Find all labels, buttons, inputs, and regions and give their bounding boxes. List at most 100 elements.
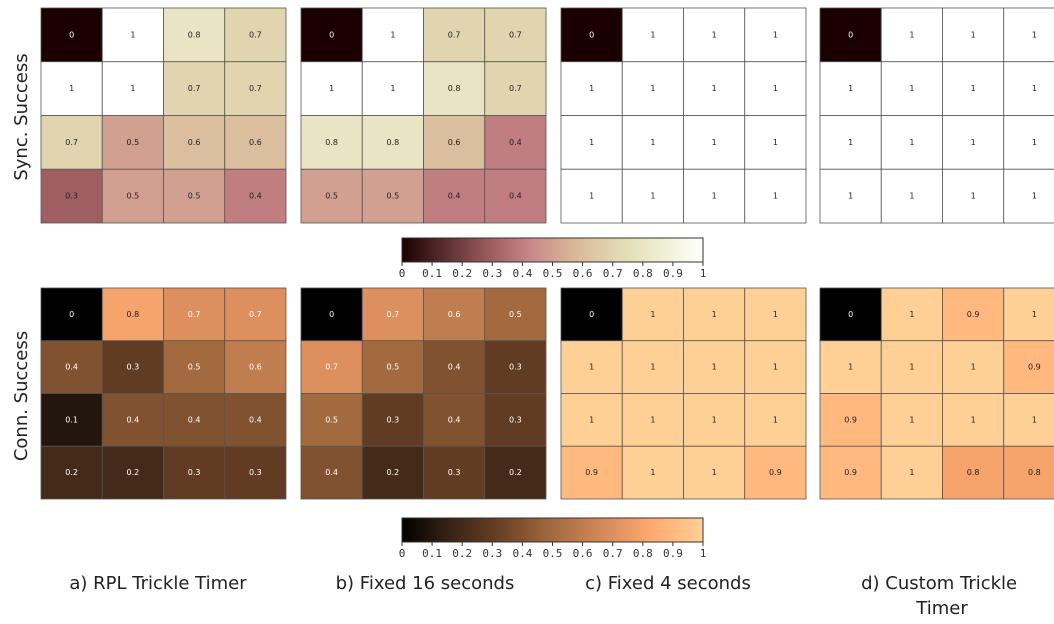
cell-value-label: 0.4 xyxy=(509,138,522,147)
heatmap-cell xyxy=(560,393,623,447)
cell-value-label: 1 xyxy=(650,30,655,39)
cell-value-label: 1 xyxy=(1032,415,1037,424)
heatmap-cell xyxy=(361,393,424,447)
cell-value-label: 1 xyxy=(390,30,395,39)
cell-value-label: 0.9 xyxy=(1028,363,1041,372)
cell-value-label: 0.7 xyxy=(448,30,461,39)
heatmap-cell xyxy=(819,168,882,224)
heatmap-cell xyxy=(942,393,1005,447)
cell-value-label: 0.3 xyxy=(249,468,262,477)
heatmap-cell xyxy=(484,287,547,342)
heatmap-cell xyxy=(40,168,103,224)
heatmap-cell xyxy=(744,340,807,394)
cell-value-label: 0.5 xyxy=(325,192,338,201)
cell-value-label: 0 xyxy=(589,30,594,39)
cell-value-label: 0.2 xyxy=(127,468,140,477)
cell-value-label: 0.4 xyxy=(448,192,461,201)
cell-value-label: 0.7 xyxy=(249,310,262,319)
cell-value-label: 1 xyxy=(1032,192,1037,201)
cell-value-label: 0.3 xyxy=(448,468,461,477)
cell-value-label: 0.8 xyxy=(448,84,461,93)
cell-value-label: 0.7 xyxy=(387,310,400,319)
cell-value-label: 0.7 xyxy=(249,30,262,39)
cell-value-label: 0.3 xyxy=(509,363,522,372)
sync-panel-c: 0 1 1 1 1 1 1 1 1 1 1 1 1 1 1 1 xyxy=(560,7,807,224)
heatmap-cell xyxy=(744,61,807,116)
colorbar-tick-label: 0.2 xyxy=(452,547,472,560)
cell-value-label: 1 xyxy=(1032,138,1037,147)
colorbar-tick-label: 0 xyxy=(399,547,406,560)
column-label-d-line1: d) Custom Trickle xyxy=(861,573,1017,594)
cell-value-label: 1 xyxy=(712,363,717,372)
cell-value-label: 1 xyxy=(909,468,914,477)
cell-value-label: 0.4 xyxy=(127,415,140,424)
cell-value-label: 0.4 xyxy=(188,415,201,424)
heatmap-cell xyxy=(560,7,623,63)
column-label-d-line2: Timer xyxy=(915,598,968,619)
heatmap-cell xyxy=(361,445,424,500)
heatmap-cell xyxy=(942,445,1005,500)
heatmap-cell xyxy=(224,287,287,342)
cell-value-label: 1 xyxy=(130,30,135,39)
heatmap-cell xyxy=(484,168,547,224)
cell-value-label: 0.5 xyxy=(127,138,140,147)
heatmap-cell xyxy=(300,445,363,500)
heatmap-cell xyxy=(300,7,363,63)
cell-value-label: 0.9 xyxy=(967,310,980,319)
heatmap-cell xyxy=(163,393,226,447)
cell-value-label: 1 xyxy=(650,192,655,201)
cell-value-label: 0 xyxy=(848,30,853,39)
cell-value-label: 0.4 xyxy=(249,192,262,201)
heatmap-cell xyxy=(224,340,287,394)
cell-value-label: 1 xyxy=(909,415,914,424)
cell-value-label: 1 xyxy=(971,363,976,372)
heatmap-cell xyxy=(40,7,103,63)
cell-value-label: 1 xyxy=(589,138,594,147)
cell-value-label: 1 xyxy=(329,84,334,93)
heatmap-cell xyxy=(1003,61,1054,116)
cell-value-label: 0 xyxy=(69,30,74,39)
colorbar-tick-label: 0.1 xyxy=(422,267,442,280)
cell-value-label: 1 xyxy=(909,30,914,39)
cell-value-label: 0.9 xyxy=(844,415,857,424)
heatmap-cell xyxy=(300,287,363,342)
heatmap-cell xyxy=(101,445,164,500)
heatmap-cell xyxy=(1003,115,1054,170)
heatmap-cell xyxy=(101,340,164,394)
heatmap-cell xyxy=(484,393,547,447)
cell-value-label: 1 xyxy=(773,415,778,424)
heatmap-cell xyxy=(621,61,684,116)
heatmap-cell xyxy=(819,7,882,63)
cell-value-label: 0.2 xyxy=(65,468,78,477)
heatmap-cell xyxy=(1003,340,1054,394)
heatmap-cell xyxy=(224,61,287,116)
heatmap-cell xyxy=(423,287,486,342)
heatmap-cell xyxy=(163,61,226,116)
colorbar-tick-label: 0.6 xyxy=(573,547,593,560)
cell-value-label: 1 xyxy=(130,84,135,93)
colorbar-tick-label: 0.7 xyxy=(603,267,623,280)
heatmap-cell xyxy=(942,61,1005,116)
cell-value-label: 1 xyxy=(712,30,717,39)
cell-value-label: 0.7 xyxy=(509,84,522,93)
heatmap-cell xyxy=(101,115,164,170)
heatmap-cell xyxy=(683,445,746,500)
heatmap-cell xyxy=(744,168,807,224)
cell-value-label: 0.8 xyxy=(1028,468,1041,477)
cell-value-label: 0.5 xyxy=(387,363,400,372)
heatmap-cell xyxy=(361,115,424,170)
conn-panel-a: 0 0.8 0.7 0.7 0.4 0.3 0.5 0.6 0.1 0.4 0.4 0.4 0.2 0.2… xyxy=(40,287,287,500)
heatmap-cell xyxy=(683,287,746,342)
colorbar-tick-label: 0.3 xyxy=(482,267,502,280)
heatmap-cell xyxy=(163,445,226,500)
cell-value-label: 1 xyxy=(848,363,853,372)
colorbar-tick-label: 0.4 xyxy=(512,267,532,280)
column-label-d: d) Custom Trickle Timer xyxy=(861,573,1023,619)
colorbar-tick-label: 0.7 xyxy=(603,547,623,560)
cell-value-label: 1 xyxy=(773,30,778,39)
cell-value-label: 0.2 xyxy=(509,468,522,477)
heatmap-cell xyxy=(683,61,746,116)
heatmap-cell xyxy=(423,445,486,500)
heatmap-cell xyxy=(423,340,486,394)
row-label-sync: Sync. Success xyxy=(11,53,32,180)
